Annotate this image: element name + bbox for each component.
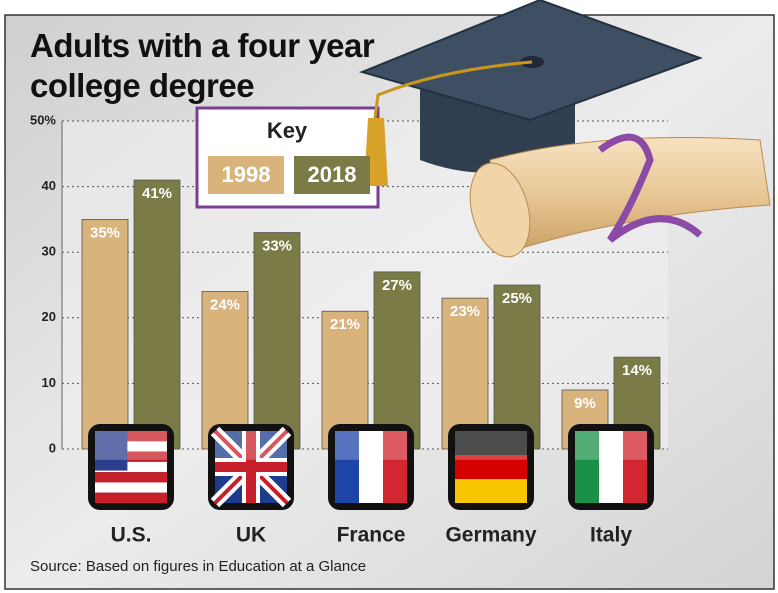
y-tick-label: 0 [49,440,56,455]
chart-title: Adults with a four year college degree [30,27,375,104]
flag-part [95,482,167,493]
flag-part [599,431,623,503]
flag-icon [448,424,534,510]
flag-part [95,492,167,503]
bar [493,284,541,450]
flag-part [335,431,359,503]
flag-part [455,479,527,503]
y-tick-label: 40 [42,178,56,193]
bar [373,271,421,450]
flag-part [95,472,167,483]
bar [201,291,249,450]
value-label: 35% [90,224,120,241]
flag-part [575,431,599,503]
flag-part [95,441,167,452]
flag-part [95,461,167,473]
legend-swatch [208,156,284,194]
flag-part [95,451,167,462]
flag-part [215,462,287,472]
flag-part [215,431,287,460]
flag-part [455,455,527,479]
value-label: 23% [450,303,480,320]
bar [133,179,181,450]
y-tick-label: 10 [42,375,56,390]
flag-part [575,431,647,460]
flag-part [383,431,407,503]
flag-part [335,431,407,460]
flag-part [95,431,128,471]
bar [441,297,489,450]
value-label: 33% [262,237,292,254]
flag-part [95,431,167,442]
flag-part [623,431,647,503]
legend-title: Key [267,118,308,143]
value-label: 41% [142,185,172,202]
value-label: 25% [502,290,532,307]
flag-part [455,431,527,460]
value-label: 21% [330,316,360,333]
flag-part [95,431,167,460]
value-label: 14% [622,362,652,379]
x-tick-label: France [337,524,406,547]
x-tick-label: U.S. [111,524,152,547]
flag-part [455,431,527,455]
value-label: 24% [210,297,240,314]
flag-icon [88,424,174,510]
flag-icon [328,424,414,510]
x-tick-label: Germany [445,524,536,547]
flag-icon [208,424,294,510]
x-tick-label: UK [236,524,266,547]
decoration [358,0,771,258]
flag-part [359,431,383,503]
legend-label: 1998 [222,162,271,187]
x-tick-label: Italy [590,524,632,547]
bar [253,232,301,450]
legend-label: 2018 [308,162,357,187]
y-tick-label: 20 [42,309,56,324]
source-note: Source: Based on figures in Education at… [30,558,366,575]
value-label: 27% [382,277,412,294]
y-tick-label: 30 [42,244,56,259]
flag-icon [568,424,654,510]
y-tick-label: 50% [30,112,56,127]
bar [81,218,129,450]
legend-swatch [294,156,370,194]
value-label: 9% [574,395,596,412]
